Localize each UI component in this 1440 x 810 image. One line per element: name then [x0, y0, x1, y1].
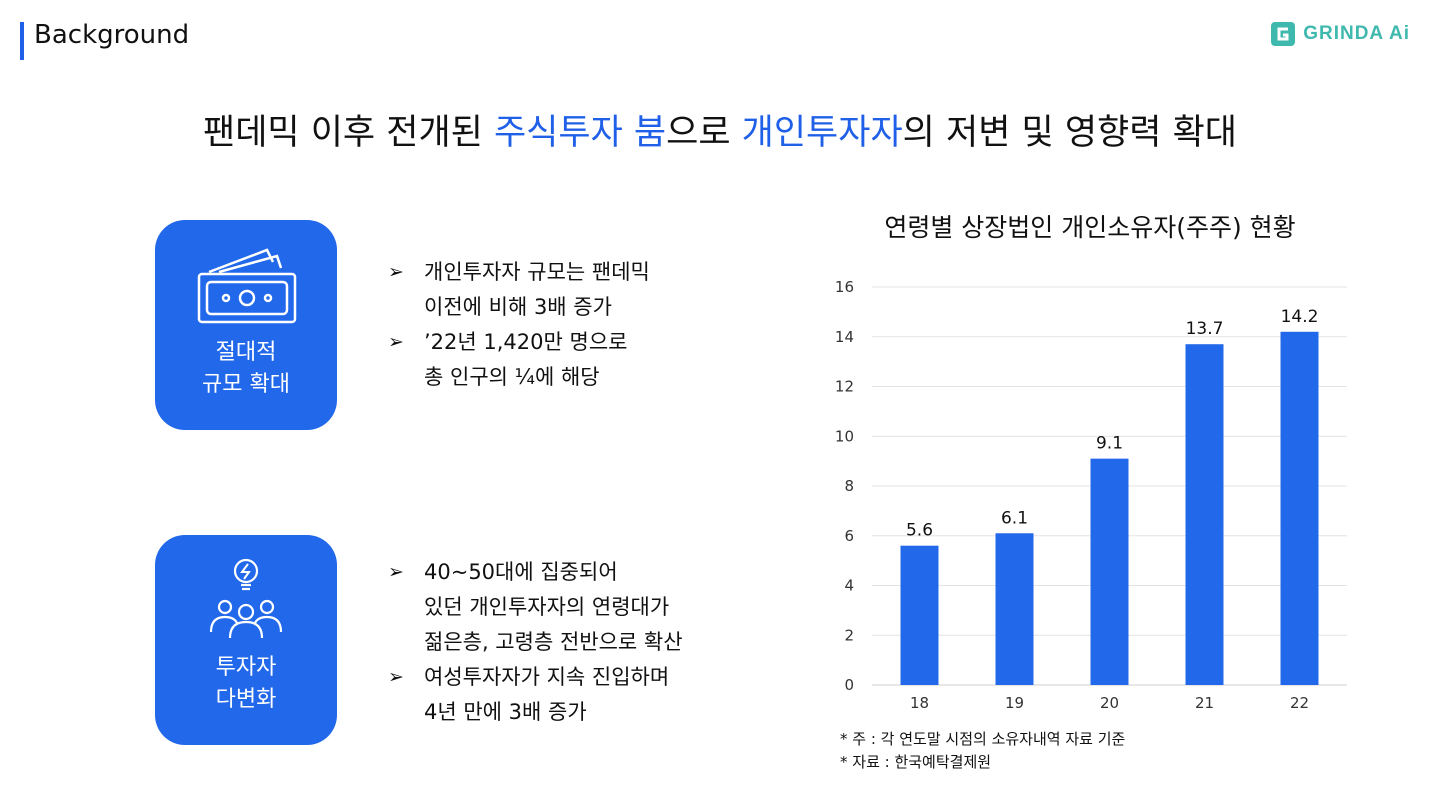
y-tick-label: 14 [835, 328, 854, 346]
card-investor-diversification: 투자자 다변화 [155, 535, 337, 745]
bar [1090, 458, 1129, 685]
card-label: 절대적 규모 확대 [155, 337, 337, 401]
y-tick-label: 12 [835, 378, 854, 396]
footnote: * 자료 : 한국예탁결제원 [840, 753, 992, 771]
bar-chart: 0 2 4 6 8 10 12 14 16 5.6 18 6.1 19 9.1 20 13.7 21 14.2 22 [835, 278, 1347, 712]
footnote: * 주 : 각 연도말 시점의 소유자내역 자료 기준 [840, 730, 1126, 748]
data-label: 14.2 [1281, 307, 1319, 327]
arrow-bullet-icon: ➢ [388, 261, 404, 283]
data-label: 9.1 [1096, 434, 1123, 454]
card-label-line: 절대적 [215, 340, 277, 365]
data-label: 6.1 [1001, 508, 1028, 528]
headline-accent-part: 주식투자 붐 [493, 113, 667, 153]
logo-text: GRINDA Ai [1303, 23, 1410, 44]
money-bill-icon [155, 248, 337, 328]
section-title: Background [34, 20, 190, 50]
y-tick-label: 6 [844, 527, 854, 545]
y-tick-label: 4 [844, 577, 854, 595]
bar [900, 545, 939, 685]
people-lightbulb-icon [155, 555, 337, 645]
headline-part: 의 저변 및 영향력 확대 [902, 113, 1237, 153]
y-tick-label: 0 [844, 676, 854, 694]
x-tick-label: 21 [1195, 694, 1214, 712]
headline-accent-part: 개인투자자 [741, 113, 903, 153]
card-label: 투자자 다변화 [155, 652, 337, 716]
bullet-line: 여성투자자가 지속 진입하며 [424, 665, 670, 689]
y-tick-label: 16 [835, 278, 854, 296]
bullet-list: ➢ 40~50대에 집중되어 있던 개인투자자의 연령대가 젊은층, 고령층 전… [388, 555, 683, 730]
arrow-bullet-icon: ➢ [388, 331, 404, 353]
arrow-bullet-icon: ➢ [388, 561, 404, 583]
footnotes: * 주 : 각 연도말 시점의 소유자내역 자료 기준 * 자료 : 한국예탁결… [840, 728, 1125, 774]
x-tick-label: 22 [1290, 694, 1309, 712]
card-label-line: 규모 확대 [202, 372, 290, 397]
bullet-list: ➢ 개인투자자 규모는 팬데믹 이전에 비해 3배 증가 ➢ ’22년 1,42… [388, 255, 650, 395]
bullet-line: 있던 개인투자자의 연령대가 [424, 595, 670, 619]
bullet-line: 개인투자자 규모는 팬데믹 [424, 260, 650, 284]
chart-title: 연령별 상장법인 개인소유자(주주) 현황 [884, 213, 1296, 242]
arrow-bullet-icon: ➢ [388, 666, 404, 688]
y-tick-label: 10 [835, 427, 854, 445]
x-tick-label: 18 [910, 694, 929, 712]
bullet-line: ’22년 1,420만 명으로 [424, 330, 628, 354]
bullet-item: ➢ 40~50대에 집중되어 있던 개인투자자의 연령대가 젊은층, 고령층 전… [388, 555, 683, 660]
headline-part: 으로 [666, 113, 742, 153]
section-accent-bar [20, 22, 24, 60]
card-absolute-scale: 절대적 규모 확대 [155, 220, 337, 430]
bullet-item: ➢ 개인투자자 규모는 팬데믹 이전에 비해 3배 증가 [388, 255, 650, 325]
logo: GRINDA Ai [1271, 22, 1410, 46]
card-label-line: 투자자 [215, 655, 277, 680]
card-label-line: 다변화 [215, 687, 277, 712]
x-tick-label: 19 [1005, 694, 1024, 712]
bullet-line: 이전에 비해 3배 증가 [424, 295, 612, 319]
data-label: 13.7 [1186, 319, 1224, 339]
x-tick-label: 20 [1100, 694, 1119, 712]
bullet-item: ➢ 여성투자자가 지속 진입하며 4년 만에 3배 증가 [388, 660, 683, 730]
bar [1280, 331, 1319, 685]
grinda-logo-icon [1271, 22, 1296, 46]
bullet-line: 총 인구의 ¼에 해당 [424, 365, 600, 389]
data-label: 5.6 [906, 521, 933, 541]
y-tick-label: 8 [844, 477, 854, 495]
bullet-item: ➢ ’22년 1,420만 명으로 총 인구의 ¼에 해당 [388, 325, 650, 395]
y-tick-label: 2 [844, 626, 854, 644]
headline-part: 팬데믹 이후 전개된 [203, 113, 494, 153]
bullet-line: 4년 만에 3배 증가 [424, 700, 587, 724]
bullet-line: 젊은층, 고령층 전반으로 확산 [424, 630, 683, 654]
bar [995, 533, 1034, 685]
bullet-line: 40~50대에 집중되어 [424, 560, 618, 584]
page-headline: 팬데믹 이후 전개된 주식투자 붐으로 개인투자자의 저변 및 영향력 확대 [0, 104, 1440, 155]
bar [1185, 344, 1224, 685]
